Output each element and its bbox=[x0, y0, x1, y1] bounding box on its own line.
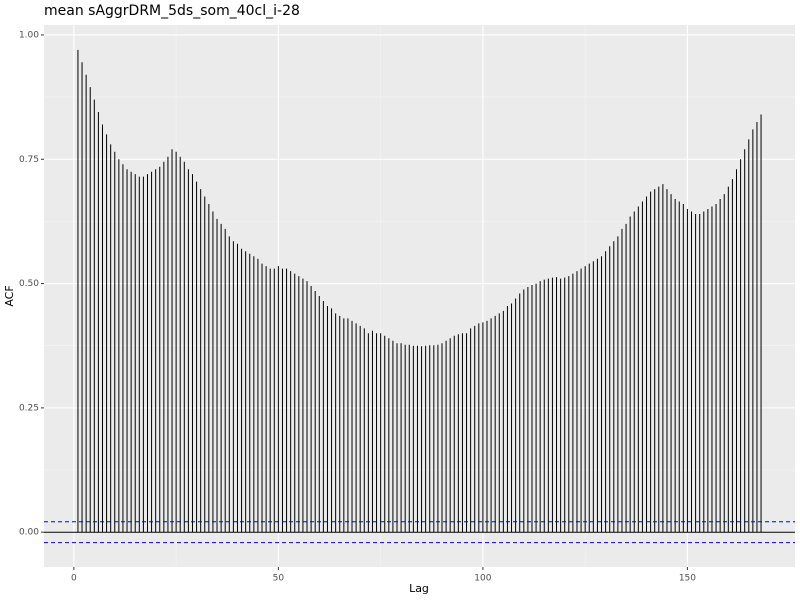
x-tick-label: 150 bbox=[679, 574, 696, 584]
x-tick-label: 0 bbox=[71, 574, 77, 584]
y-tick-label: 0.75 bbox=[19, 155, 39, 165]
y-tick-label: 0.50 bbox=[19, 279, 39, 289]
y-axis-label: ACF bbox=[3, 285, 16, 306]
chart-title: mean sAggrDRM_5ds_som_40cl_i-28 bbox=[44, 3, 300, 19]
panel bbox=[44, 25, 795, 567]
x-tick-label: 100 bbox=[474, 574, 491, 584]
x-tick-label: 50 bbox=[273, 574, 285, 584]
y-tick-label: 1.00 bbox=[19, 30, 39, 40]
x-axis-label: Lag bbox=[409, 582, 429, 595]
y-tick-label: 0.00 bbox=[19, 528, 39, 538]
y-tick-label: 0.25 bbox=[19, 403, 39, 413]
